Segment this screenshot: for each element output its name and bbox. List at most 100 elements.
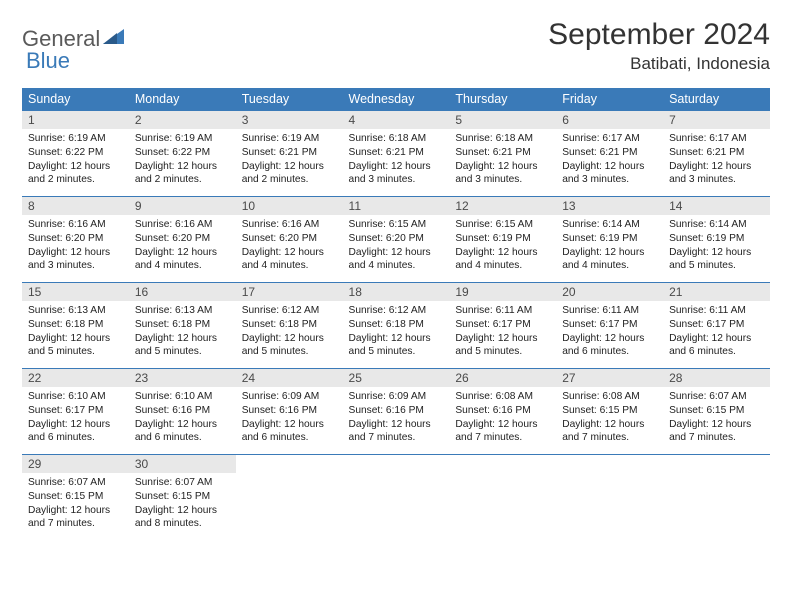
- daylight-line: Daylight: 12 hours and 6 minutes.: [669, 332, 764, 360]
- calendar-day-cell: 11Sunrise: 6:15 AMSunset: 6:20 PMDayligh…: [343, 197, 450, 283]
- day-details: Sunrise: 6:14 AMSunset: 6:19 PMDaylight:…: [663, 215, 770, 277]
- sunrise-line: Sunrise: 6:09 AM: [349, 390, 444, 404]
- day-number: 30: [129, 455, 236, 473]
- calendar-day-cell: 15Sunrise: 6:13 AMSunset: 6:18 PMDayligh…: [22, 283, 129, 369]
- logo-triangle-icon: [103, 27, 125, 50]
- daylight-line: Daylight: 12 hours and 6 minutes.: [562, 332, 657, 360]
- calendar-body: 1Sunrise: 6:19 AMSunset: 6:22 PMDaylight…: [22, 111, 770, 541]
- day-number: 12: [449, 197, 556, 215]
- sunset-line: Sunset: 6:18 PM: [242, 318, 337, 332]
- sunrise-line: Sunrise: 6:13 AM: [135, 304, 230, 318]
- calendar-day-cell: 5Sunrise: 6:18 AMSunset: 6:21 PMDaylight…: [449, 111, 556, 197]
- dow-friday: Friday: [556, 88, 663, 111]
- sunset-line: Sunset: 6:20 PM: [28, 232, 123, 246]
- sunset-line: Sunset: 6:19 PM: [455, 232, 550, 246]
- sunset-line: Sunset: 6:20 PM: [135, 232, 230, 246]
- sunset-line: Sunset: 6:21 PM: [669, 146, 764, 160]
- sunset-line: Sunset: 6:21 PM: [349, 146, 444, 160]
- calendar-day-cell: 25Sunrise: 6:09 AMSunset: 6:16 PMDayligh…: [343, 369, 450, 455]
- daylight-line: Daylight: 12 hours and 7 minutes.: [28, 504, 123, 532]
- calendar-day-cell: 28Sunrise: 6:07 AMSunset: 6:15 PMDayligh…: [663, 369, 770, 455]
- calendar-day-cell: 20Sunrise: 6:11 AMSunset: 6:17 PMDayligh…: [556, 283, 663, 369]
- dow-monday: Monday: [129, 88, 236, 111]
- calendar-day-cell: 14Sunrise: 6:14 AMSunset: 6:19 PMDayligh…: [663, 197, 770, 283]
- daylight-line: Daylight: 12 hours and 7 minutes.: [349, 418, 444, 446]
- calendar-day-cell: 13Sunrise: 6:14 AMSunset: 6:19 PMDayligh…: [556, 197, 663, 283]
- calendar-day-cell: 7Sunrise: 6:17 AMSunset: 6:21 PMDaylight…: [663, 111, 770, 197]
- daylight-line: Daylight: 12 hours and 3 minutes.: [455, 160, 550, 188]
- day-number: 7: [663, 111, 770, 129]
- calendar-day-cell: 1Sunrise: 6:19 AMSunset: 6:22 PMDaylight…: [22, 111, 129, 197]
- calendar-day-cell: 24Sunrise: 6:09 AMSunset: 6:16 PMDayligh…: [236, 369, 343, 455]
- daylight-line: Daylight: 12 hours and 6 minutes.: [242, 418, 337, 446]
- calendar-day-cell: 17Sunrise: 6:12 AMSunset: 6:18 PMDayligh…: [236, 283, 343, 369]
- calendar-day-cell: 3Sunrise: 6:19 AMSunset: 6:21 PMDaylight…: [236, 111, 343, 197]
- day-details: Sunrise: 6:16 AMSunset: 6:20 PMDaylight:…: [236, 215, 343, 277]
- calendar-day-cell: 21Sunrise: 6:11 AMSunset: 6:17 PMDayligh…: [663, 283, 770, 369]
- day-number: 11: [343, 197, 450, 215]
- page-header: General September 2024 Batibati, Indones…: [22, 18, 770, 74]
- day-details: Sunrise: 6:10 AMSunset: 6:17 PMDaylight:…: [22, 387, 129, 449]
- day-number: 28: [663, 369, 770, 387]
- day-details: Sunrise: 6:19 AMSunset: 6:22 PMDaylight:…: [22, 129, 129, 191]
- day-number: 4: [343, 111, 450, 129]
- sunrise-line: Sunrise: 6:17 AM: [562, 132, 657, 146]
- day-number: 9: [129, 197, 236, 215]
- day-number: 29: [22, 455, 129, 473]
- calendar-week-row: 22Sunrise: 6:10 AMSunset: 6:17 PMDayligh…: [22, 369, 770, 455]
- sunset-line: Sunset: 6:17 PM: [28, 404, 123, 418]
- sunrise-line: Sunrise: 6:07 AM: [669, 390, 764, 404]
- sunrise-line: Sunrise: 6:11 AM: [669, 304, 764, 318]
- day-number: 23: [129, 369, 236, 387]
- sunrise-line: Sunrise: 6:14 AM: [669, 218, 764, 232]
- sunrise-line: Sunrise: 6:14 AM: [562, 218, 657, 232]
- daylight-line: Daylight: 12 hours and 5 minutes.: [349, 332, 444, 360]
- logo-word-blue-wrap: Blue: [26, 48, 70, 74]
- calendar-week-row: 29Sunrise: 6:07 AMSunset: 6:15 PMDayligh…: [22, 455, 770, 541]
- daylight-line: Daylight: 12 hours and 5 minutes.: [28, 332, 123, 360]
- calendar-week-row: 8Sunrise: 6:16 AMSunset: 6:20 PMDaylight…: [22, 197, 770, 283]
- calendar-day-cell: 29Sunrise: 6:07 AMSunset: 6:15 PMDayligh…: [22, 455, 129, 541]
- day-details: Sunrise: 6:13 AMSunset: 6:18 PMDaylight:…: [22, 301, 129, 363]
- day-details: Sunrise: 6:15 AMSunset: 6:20 PMDaylight:…: [343, 215, 450, 277]
- day-details: Sunrise: 6:12 AMSunset: 6:18 PMDaylight:…: [343, 301, 450, 363]
- daylight-line: Daylight: 12 hours and 7 minutes.: [669, 418, 764, 446]
- day-number: 2: [129, 111, 236, 129]
- day-details: Sunrise: 6:17 AMSunset: 6:21 PMDaylight:…: [556, 129, 663, 191]
- calendar-day-cell: 26Sunrise: 6:08 AMSunset: 6:16 PMDayligh…: [449, 369, 556, 455]
- day-number: 24: [236, 369, 343, 387]
- day-details: Sunrise: 6:07 AMSunset: 6:15 PMDaylight:…: [22, 473, 129, 535]
- day-details: Sunrise: 6:09 AMSunset: 6:16 PMDaylight:…: [236, 387, 343, 449]
- day-details: Sunrise: 6:14 AMSunset: 6:19 PMDaylight:…: [556, 215, 663, 277]
- sunrise-line: Sunrise: 6:19 AM: [28, 132, 123, 146]
- daylight-line: Daylight: 12 hours and 7 minutes.: [562, 418, 657, 446]
- calendar-day-cell: [343, 455, 450, 541]
- calendar-day-cell: [663, 455, 770, 541]
- sunrise-line: Sunrise: 6:08 AM: [455, 390, 550, 404]
- calendar-day-cell: 19Sunrise: 6:11 AMSunset: 6:17 PMDayligh…: [449, 283, 556, 369]
- calendar-day-cell: 27Sunrise: 6:08 AMSunset: 6:15 PMDayligh…: [556, 369, 663, 455]
- day-details: Sunrise: 6:16 AMSunset: 6:20 PMDaylight:…: [22, 215, 129, 277]
- daylight-line: Daylight: 12 hours and 4 minutes.: [349, 246, 444, 274]
- calendar-week-row: 1Sunrise: 6:19 AMSunset: 6:22 PMDaylight…: [22, 111, 770, 197]
- calendar-day-cell: 10Sunrise: 6:16 AMSunset: 6:20 PMDayligh…: [236, 197, 343, 283]
- sunrise-line: Sunrise: 6:17 AM: [669, 132, 764, 146]
- calendar-day-cell: [449, 455, 556, 541]
- daylight-line: Daylight: 12 hours and 4 minutes.: [562, 246, 657, 274]
- dow-wednesday: Wednesday: [343, 88, 450, 111]
- day-details: Sunrise: 6:11 AMSunset: 6:17 PMDaylight:…: [663, 301, 770, 363]
- sunrise-line: Sunrise: 6:16 AM: [135, 218, 230, 232]
- daylight-line: Daylight: 12 hours and 6 minutes.: [28, 418, 123, 446]
- sunset-line: Sunset: 6:21 PM: [562, 146, 657, 160]
- daylight-line: Daylight: 12 hours and 3 minutes.: [349, 160, 444, 188]
- dow-thursday: Thursday: [449, 88, 556, 111]
- sunset-line: Sunset: 6:21 PM: [455, 146, 550, 160]
- day-number: 18: [343, 283, 450, 301]
- sunrise-line: Sunrise: 6:11 AM: [455, 304, 550, 318]
- sunrise-line: Sunrise: 6:19 AM: [135, 132, 230, 146]
- sunrise-line: Sunrise: 6:10 AM: [135, 390, 230, 404]
- sunset-line: Sunset: 6:17 PM: [669, 318, 764, 332]
- daylight-line: Daylight: 12 hours and 4 minutes.: [455, 246, 550, 274]
- sunset-line: Sunset: 6:16 PM: [135, 404, 230, 418]
- sunset-line: Sunset: 6:17 PM: [562, 318, 657, 332]
